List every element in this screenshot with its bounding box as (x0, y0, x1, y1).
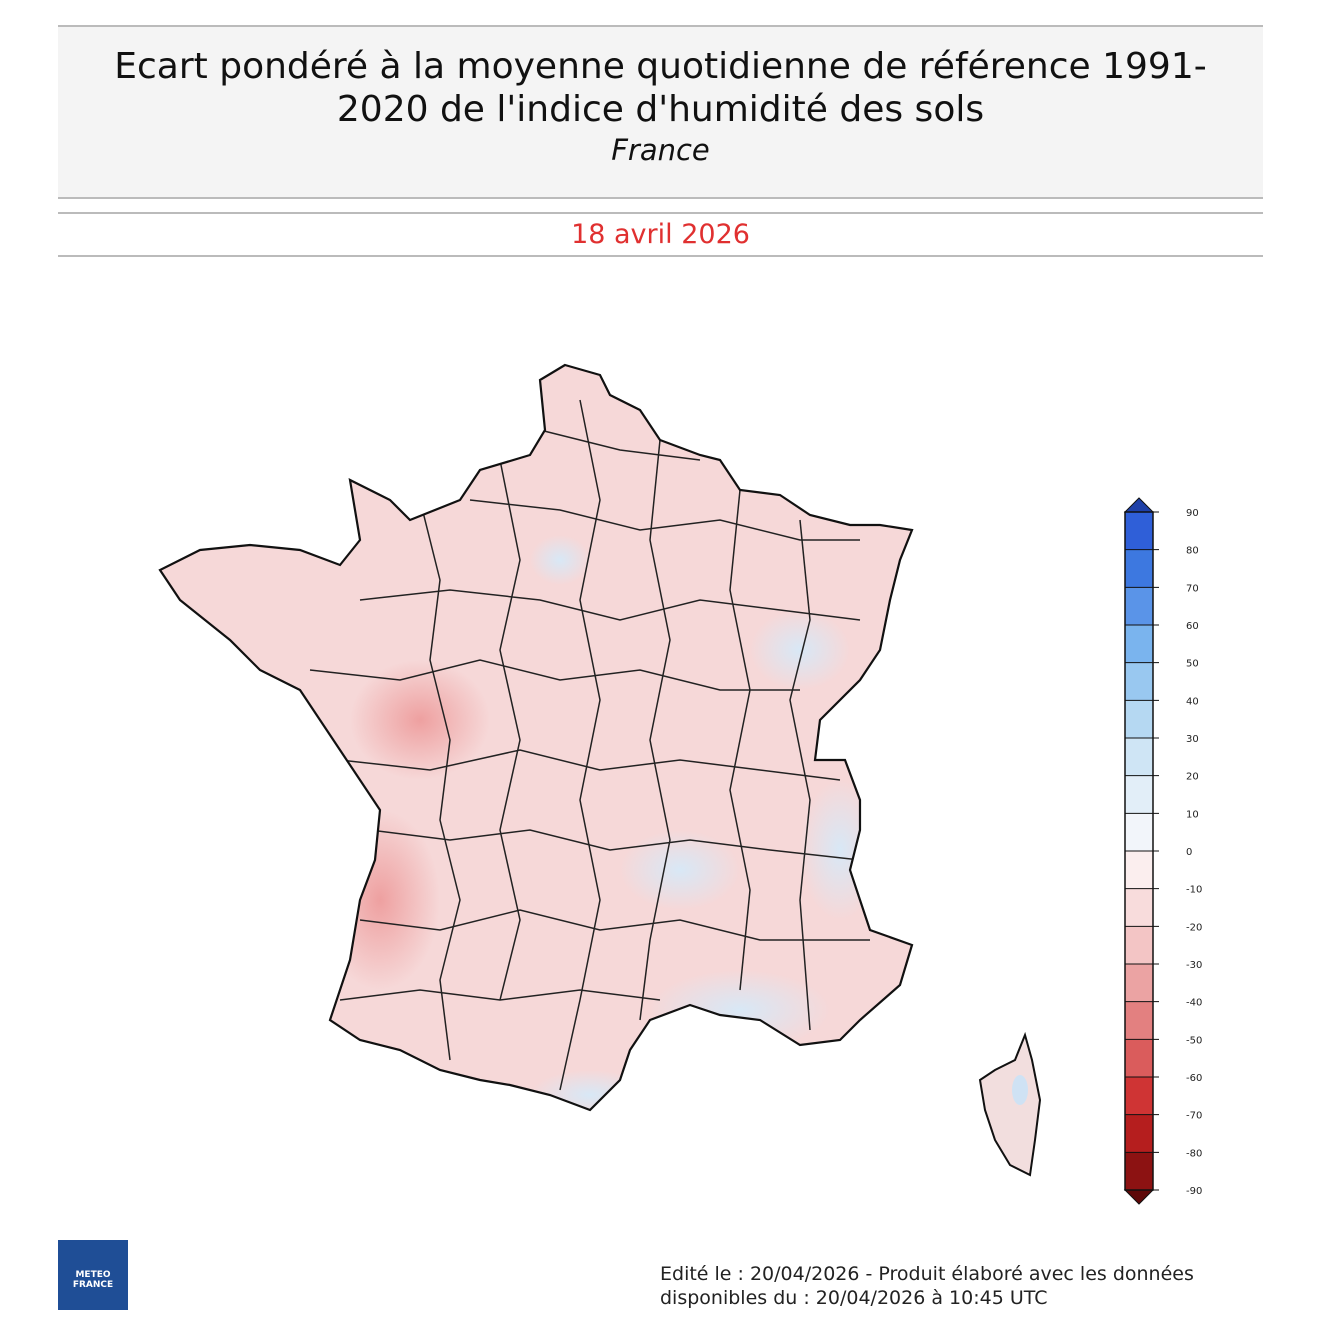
logo: METEO FRANCE (58, 1240, 128, 1310)
colorbar-segment (1125, 1114, 1153, 1153)
colorbar-segment (1125, 775, 1153, 814)
colorbar-tick-label: 60 (1186, 621, 1199, 632)
colorbar-tick-label: 90 (1186, 508, 1199, 519)
colorbar-tick-label: 50 (1186, 659, 1199, 670)
colorbar-tick-label: -50 (1186, 1035, 1202, 1046)
colorbar-segment (1125, 625, 1153, 663)
map-fill (1012, 1075, 1028, 1105)
colorbar-tick-label: -70 (1186, 1111, 1202, 1122)
colorbar-segment (1125, 512, 1153, 550)
colorbar-segment (1125, 926, 1153, 964)
colorbar-segment (1125, 587, 1153, 625)
title-box: Ecart pondéré à la moyenne quotidienne d… (58, 25, 1263, 199)
colorbar-segment (1125, 964, 1153, 1002)
colorbar-tick-label: -80 (1186, 1148, 1202, 1159)
colorbar-tick-label: -20 (1186, 922, 1202, 933)
title-line: 2020 de l'indice d'humidité des sols (336, 89, 985, 130)
corsica (978, 1031, 1042, 1177)
colorbar-tick-label: 70 (1186, 583, 1199, 594)
colorbar-segment (1125, 851, 1153, 889)
colorbar-tick-label: 0 (1186, 847, 1192, 858)
colorbar-tick-label: 30 (1186, 734, 1199, 745)
colorbar-segment (1125, 549, 1153, 588)
map-fill (160, 365, 912, 1110)
colorbar-segment (1125, 888, 1153, 927)
colorbar-tick-label: 80 (1186, 546, 1199, 557)
footer: Edité le : 20/04/2026 - Produit élaboré … (660, 1262, 1194, 1310)
colorbar-tick-label: -60 (1186, 1073, 1202, 1084)
colorbar-segment (1125, 1001, 1153, 1040)
colorbar-segment (1125, 662, 1153, 701)
date: 18 avril 2026 (58, 212, 1263, 257)
colorbar-segment (1125, 738, 1153, 776)
footer-line: disponibles du : 20/04/2026 à 10:45 UTC (660, 1287, 1048, 1309)
colorbar-segment (1125, 813, 1153, 851)
colorbar-tick-label: -10 (1186, 885, 1202, 896)
colorbar-tick-label: -40 (1186, 998, 1202, 1009)
colorbar-tick-label: 10 (1186, 809, 1199, 820)
colorbar: 90 80 70 60 50 40 30 20 10 0 -10 -20 -30 -40 -50 -60 -70… (1123, 497, 1202, 1205)
colorbar-segment (1125, 1039, 1153, 1077)
colorbar-segment (1125, 1077, 1153, 1115)
colorbar-tick-label: -30 (1186, 960, 1202, 971)
footer-line: Edité le : 20/04/2026 - Produit élaboré … (660, 1263, 1194, 1285)
colorbar-extend-top (1123, 497, 1155, 513)
colorbar-extend-bottom (1123, 1189, 1155, 1205)
colorbar-segment (1125, 700, 1153, 738)
colorbar-tick-label: -90 (1186, 1186, 1202, 1197)
logo-text: METEO (75, 1270, 111, 1280)
colorbar-tick-label: 40 (1186, 696, 1199, 707)
logo-text: FRANCE (72, 1280, 114, 1290)
subtitle: France (611, 133, 710, 167)
colorbar-segment (1125, 1152, 1153, 1190)
title-line: Ecart pondéré à la moyenne quotidienne d… (114, 46, 1207, 87)
colorbar-tick-label: 20 (1186, 772, 1199, 783)
